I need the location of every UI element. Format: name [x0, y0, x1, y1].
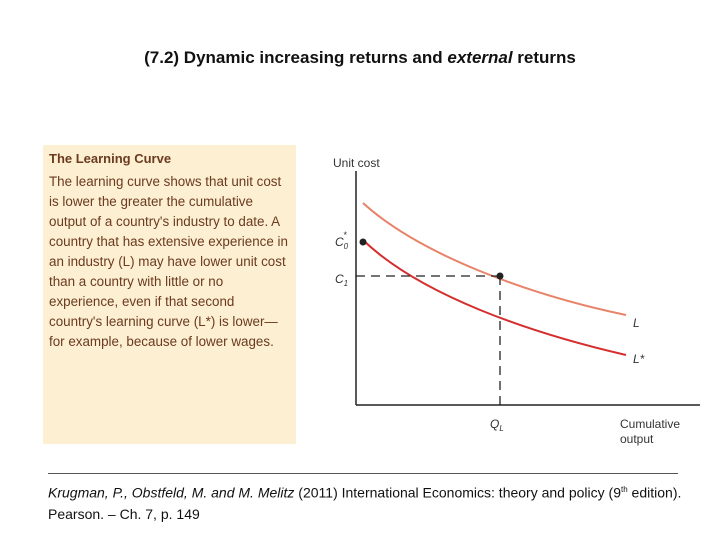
citation-edition-sup: th — [621, 485, 628, 494]
learning-curve-diagram: Unit cost Cumulative output C0* C1 QL L … — [333, 156, 700, 446]
citation: Krugman, P., Obstfeld, M. and M. Melitz … — [48, 479, 688, 525]
curve-L-label: L — [633, 316, 640, 330]
y-axis-label: Unit cost — [333, 156, 380, 170]
x-axis-label-line2: output — [620, 432, 654, 446]
caption-text: The learning curve shows that unit cost … — [49, 174, 288, 349]
citation-rest: edition). Pearson. – Ch. 7, p. 149 — [48, 484, 682, 522]
title-italic: external — [447, 48, 513, 67]
citation-authors: Krugman, P., Obstfeld, M. and M. Melitz — [48, 484, 295, 501]
x-axis-label-line1: Cumulative — [620, 417, 680, 431]
curve-L-star-label: L* — [633, 352, 645, 366]
ql-label: QL — [490, 417, 504, 433]
curve-L — [362, 202, 627, 316]
citation-divider — [48, 473, 678, 474]
learning-curve-caption-box: The Learning Curve The learning curve sh… — [43, 145, 296, 444]
citation-year: (2011) International Economics: theory a… — [294, 484, 621, 501]
title-suffix: returns — [512, 48, 576, 67]
title-prefix: (7.2) Dynamic increasing returns and — [144, 48, 448, 67]
slide-title: (7.2) Dynamic increasing returns and ext… — [0, 48, 720, 68]
curve-L-star — [362, 239, 627, 356]
c0-star-label: C0* — [335, 230, 349, 251]
point-c0-star — [359, 238, 367, 246]
point-c1 — [496, 272, 504, 280]
caption-heading: The Learning Curve — [49, 151, 172, 166]
c1-label: C1 — [335, 272, 348, 288]
